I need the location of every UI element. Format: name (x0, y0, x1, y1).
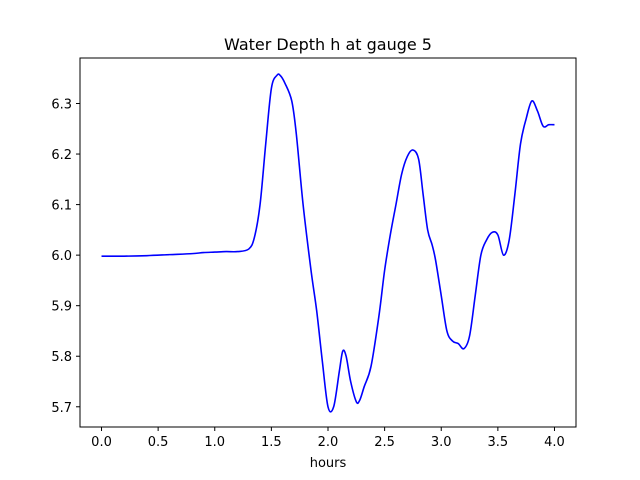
series-line-0 (101, 73, 555, 413)
x-tick-label: 1.0 (204, 435, 225, 450)
x-tick-label: 3.5 (488, 435, 509, 450)
x-tick-label: 2.5 (374, 435, 395, 450)
x-tick-label: 1.5 (261, 435, 282, 450)
x-tick-label: 0.5 (148, 435, 169, 450)
x-axis: 0.0 0.5 1.0 1.5 2.0 2.5 3.0 3.5 4.0 (91, 427, 565, 450)
y-axis: 5.7 5.8 5.9 6.0 6.1 6.2 6.3 (51, 97, 80, 416)
plot-frame (79, 57, 577, 428)
x-tick-label: 0.0 (91, 435, 112, 450)
y-tick-label: 6.3 (51, 97, 72, 112)
x-axis-label: hours (310, 456, 347, 471)
x-tick-label: 4.0 (544, 435, 565, 450)
x-tick-label: 2.0 (318, 435, 339, 450)
y-tick-label: 6.2 (51, 148, 72, 163)
y-tick-label: 5.8 (51, 350, 72, 365)
chart-title: Water Depth h at gauge 5 (224, 35, 432, 54)
y-tick-label: 6.0 (51, 249, 72, 264)
x-tick-label: 3.0 (431, 435, 452, 450)
y-tick-label: 6.1 (51, 199, 72, 214)
y-tick-label: 5.7 (51, 401, 72, 416)
y-tick-label: 5.9 (51, 300, 72, 315)
series-line-group (101, 73, 555, 413)
